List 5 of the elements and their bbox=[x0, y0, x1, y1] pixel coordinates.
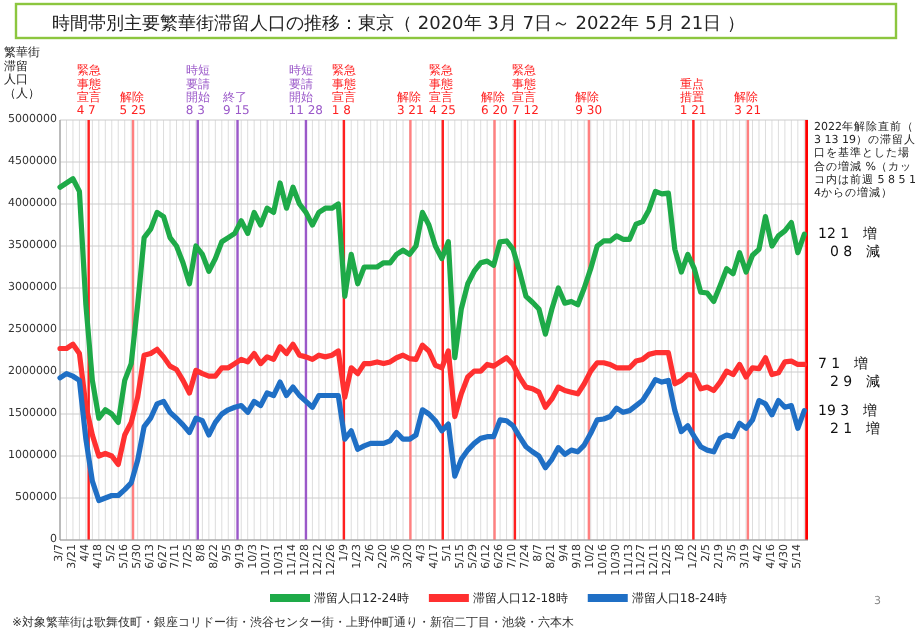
title: 時間帯別主要繁華街滞留人口の推移：東京（ 2020年 3月 7日～ 2022年 5月 21日 ） bbox=[14, 2, 898, 40]
line-series bbox=[57, 341, 807, 467]
line-series bbox=[57, 371, 807, 504]
chart-title: 時間帯別主要繁華街滞留人口の推移：東京（ 2020年 3月 7日～ 2022年 5月 21日 ） bbox=[52, 13, 745, 35]
line-series bbox=[57, 176, 807, 425]
